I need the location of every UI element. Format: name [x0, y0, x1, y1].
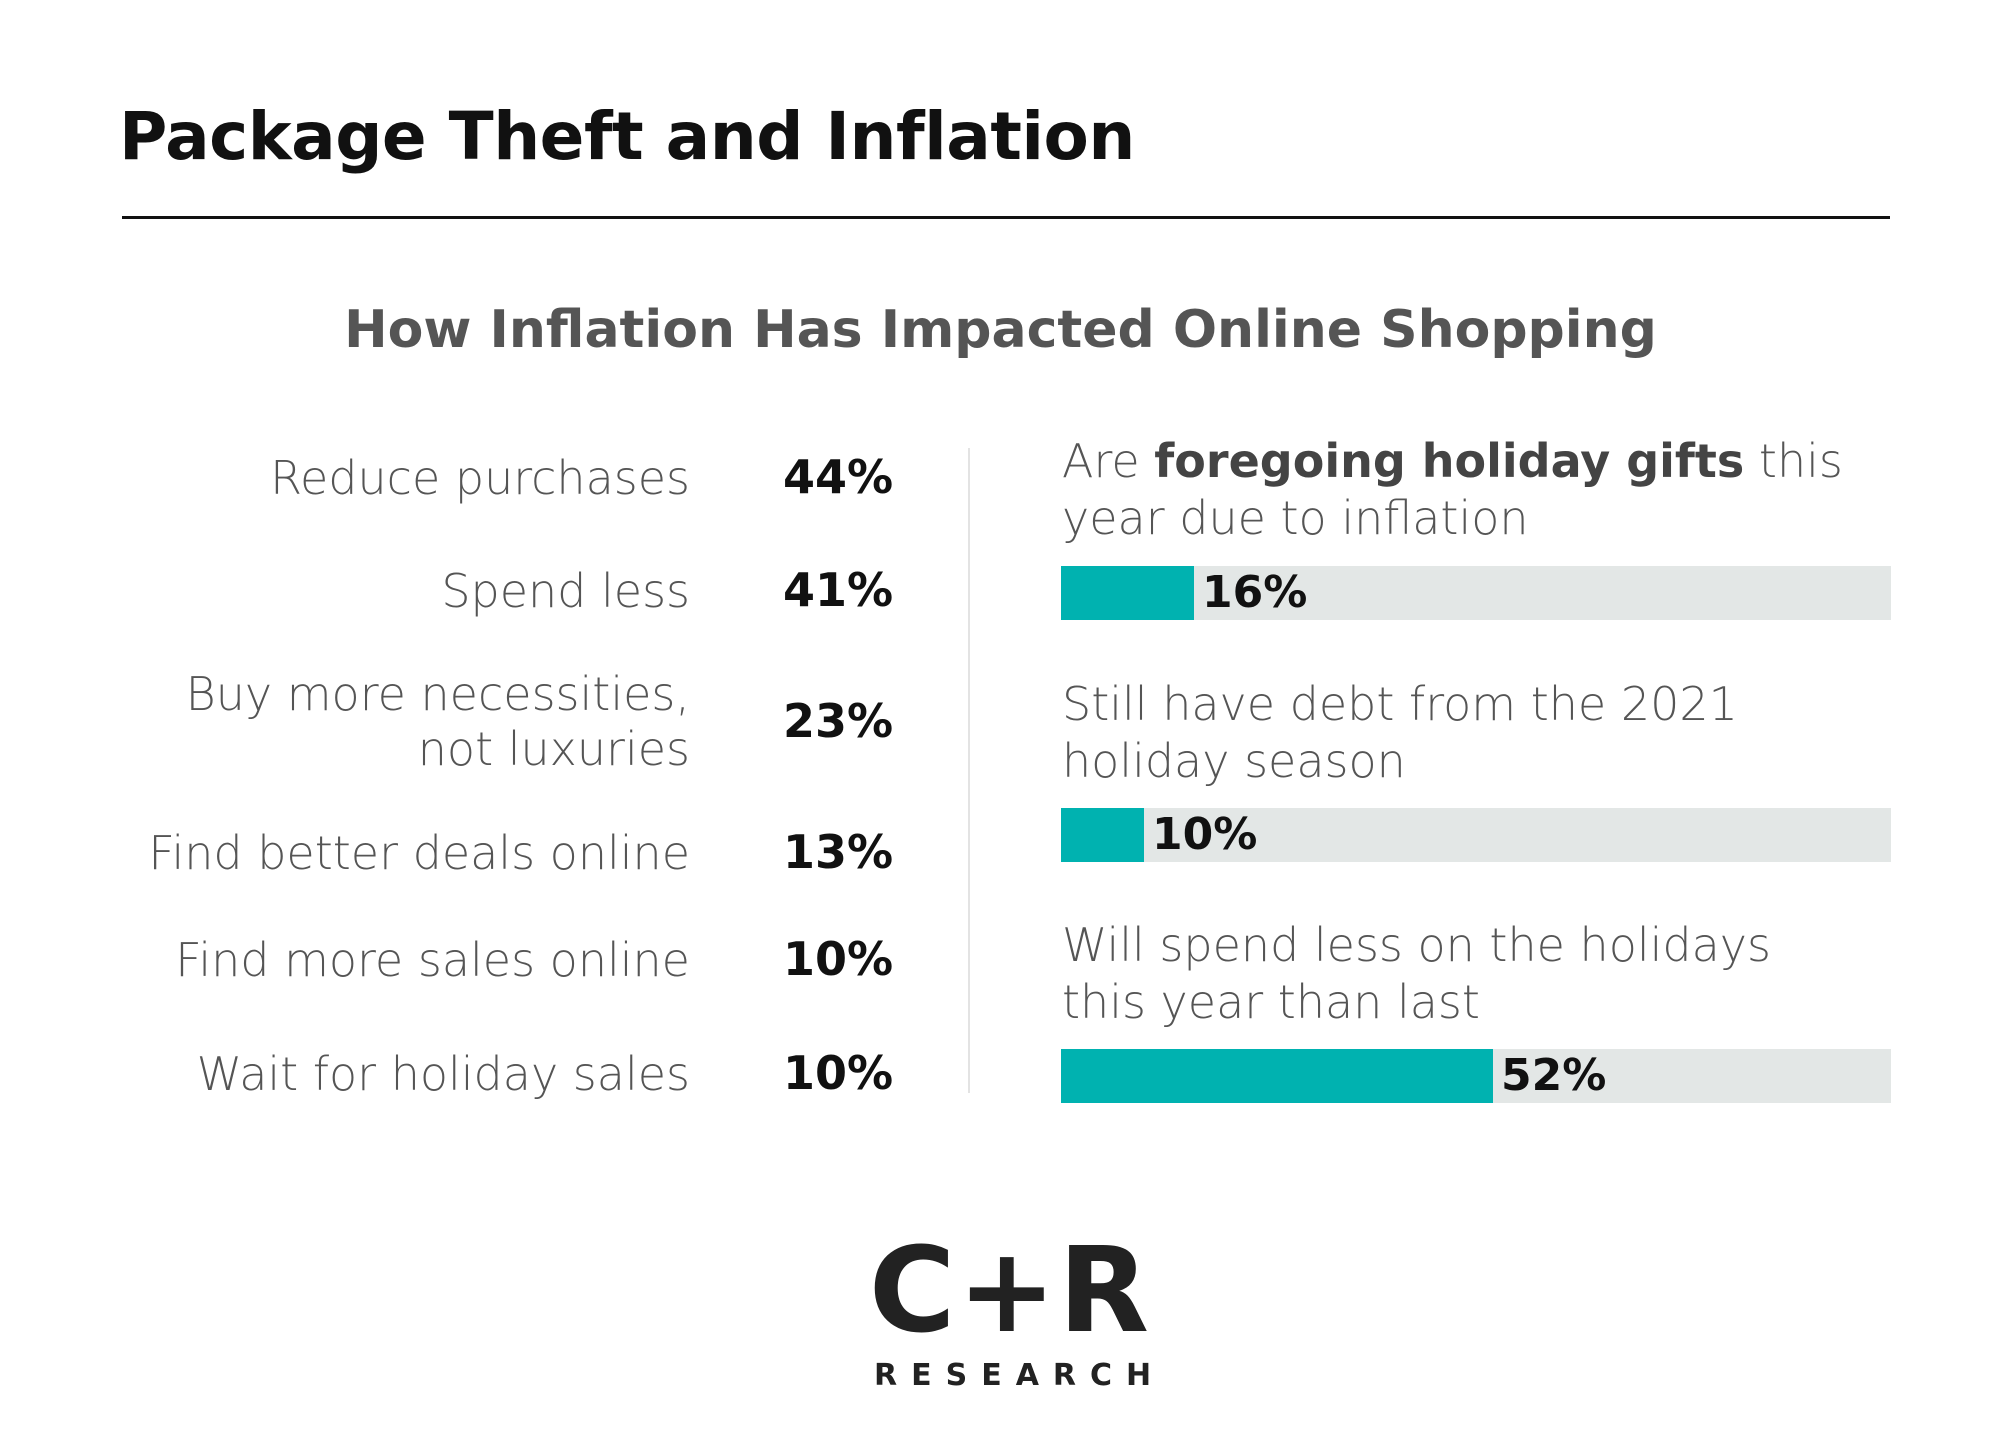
stat-label: Are foregoing holiday gifts this year due… [1062, 434, 1843, 545]
impact-value: 41% [783, 563, 894, 617]
stat-label: Will spend less on the holidays this year… [1062, 918, 1771, 1029]
bar-value-label: 16% [1202, 567, 1308, 618]
bar-value-label: 52% [1501, 1050, 1607, 1101]
impact-label: Reduce purchases [270, 450, 690, 505]
impact-label: Find better deals online [148, 825, 690, 880]
impact-value: 10% [783, 932, 894, 986]
impact-value: 23% [783, 694, 894, 748]
bar-fill [1061, 566, 1194, 620]
bar-fill [1061, 1049, 1493, 1103]
impact-label: Buy more necessities, not luxuries [185, 667, 690, 776]
logo-sub: RESEARCH [874, 1358, 1166, 1393]
title-divider [122, 216, 1890, 219]
impact-label: Spend less [441, 563, 690, 618]
impact-value: 44% [783, 450, 894, 504]
logo: C+R RESEARCH [860, 1230, 1160, 1393]
bar-track: 16% [1061, 566, 1891, 620]
stat-label: Still have debt from the 2021 holiday sea… [1062, 677, 1738, 788]
impact-value: 13% [783, 825, 894, 879]
impact-label: Wait for holiday sales [196, 1046, 690, 1101]
chart-title: How Inflation Has Impacted Online Shoppi… [344, 300, 1657, 360]
bar-track: 52% [1061, 1049, 1891, 1103]
logo-mark: C+R [868, 1221, 1152, 1359]
column-divider [968, 448, 970, 1093]
bar-value-label: 10% [1152, 809, 1258, 860]
bar-fill [1061, 808, 1144, 862]
impact-value: 10% [783, 1046, 894, 1100]
bar-track: 10% [1061, 808, 1891, 862]
impact-label: Find more sales online [175, 932, 690, 987]
page-title: Package Theft and Inflation [119, 98, 1135, 175]
